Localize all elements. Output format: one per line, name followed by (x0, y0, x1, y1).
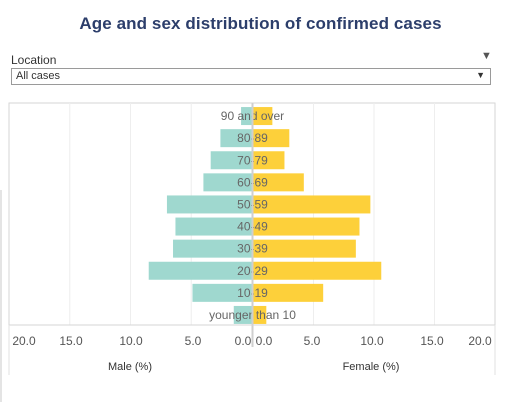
filter-menu-icon[interactable]: ▼ (481, 50, 492, 62)
male-axis-tick-label: 5.0 (185, 334, 202, 348)
male-axis-tick-label: 10.0 (119, 334, 143, 348)
female-axis-tick-label: 0.0 (256, 334, 273, 348)
female-axis-tick-label: 5.0 (304, 334, 321, 348)
male-axis-tick-label: 0.0 (235, 334, 252, 348)
female-bar (253, 107, 273, 126)
female-bar (253, 129, 290, 148)
female-bar (253, 195, 371, 214)
chart-title: Age and sex distribution of confirmed ca… (79, 14, 442, 33)
male-bar (220, 129, 252, 148)
panel-left-edge (0, 190, 2, 402)
male-bar (210, 151, 252, 170)
female-axis-tick-label: 20.0 (468, 334, 492, 348)
male-axis-tick-label: 20.0 (12, 334, 36, 348)
female-bar (253, 239, 356, 258)
male-bar (241, 107, 252, 126)
axes: 20.0 15.0 10.0 5.0 0.0 0.0 5.0 10.0 15.0 20.0 Male… (8, 103, 496, 375)
male-bar (203, 173, 252, 192)
location-filter-label: Location (11, 53, 57, 67)
gridlines (69, 103, 435, 325)
chevron-down-icon: ▼ (476, 70, 485, 80)
female-bar (253, 173, 304, 192)
location-select[interactable]: All cases ▼ (11, 68, 491, 85)
bars (148, 107, 382, 324)
female-bar (253, 305, 267, 324)
location-select-value: All cases (16, 70, 61, 82)
male-bar (148, 261, 252, 280)
male-bar (233, 305, 252, 324)
male-bar (175, 217, 252, 236)
female-bar (253, 261, 382, 280)
female-bar (253, 283, 324, 302)
male-axis-title: Male (%) (108, 361, 152, 373)
female-axis-tick-label: 10.0 (360, 334, 384, 348)
female-axis-title: Female (%) (343, 361, 400, 373)
male-bar (166, 195, 252, 214)
female-axis-tick-label: 15.0 (420, 334, 444, 348)
female-bar (253, 217, 360, 236)
male-axis-tick-label: 15.0 (59, 334, 83, 348)
male-bar (173, 239, 252, 258)
male-bar (192, 283, 252, 302)
female-bar (253, 151, 285, 170)
